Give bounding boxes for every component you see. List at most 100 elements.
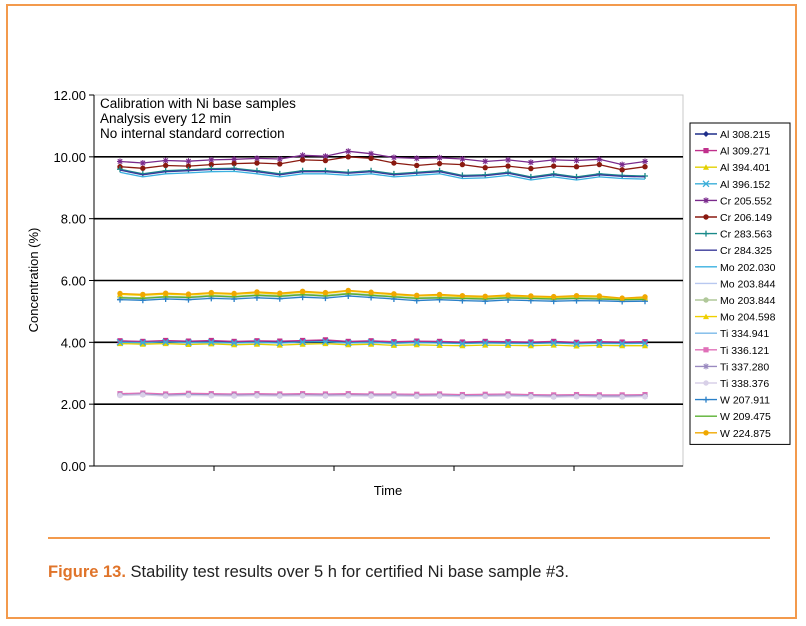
- annotation-line: No internal standard correction: [100, 126, 285, 141]
- grid-layer: [93, 94, 684, 467]
- data-point: [436, 291, 443, 298]
- legend-label: W 224.875: [720, 428, 771, 440]
- data-point: [276, 342, 283, 348]
- data-point: [596, 170, 603, 177]
- data-point: [573, 292, 580, 299]
- data-point: [344, 339, 352, 347]
- data-point: [277, 393, 283, 399]
- data-point: [162, 162, 169, 169]
- data-point: [368, 150, 375, 157]
- data-point: [527, 340, 535, 348]
- data-point: [391, 291, 397, 297]
- data-point: [300, 337, 306, 344]
- legend-item: Cr 206.149: [695, 212, 772, 224]
- data-point: [391, 160, 397, 166]
- legend-label: Mo 203.844: [720, 278, 776, 290]
- legend-marker: [703, 230, 709, 237]
- legend-label: Ti 337.280: [720, 361, 769, 373]
- legend-marker: [703, 313, 709, 320]
- data-point: [117, 296, 123, 303]
- legend-label: Ti 338.376: [720, 378, 769, 390]
- legend-item: Ti 337.280: [695, 361, 769, 373]
- series-cr-284-325: [119, 168, 646, 179]
- data-point: [185, 291, 192, 297]
- data-point: [413, 339, 421, 347]
- data-point: [322, 153, 329, 160]
- data-point: [162, 340, 169, 347]
- data-point: [322, 157, 329, 164]
- series-al-396-152: [116, 338, 649, 348]
- data-point: [185, 158, 192, 165]
- data-point: [596, 339, 602, 345]
- data-point: [550, 342, 557, 348]
- data-point: [436, 342, 443, 348]
- data-point: [117, 158, 123, 165]
- data-point: [619, 339, 625, 345]
- legend-item: Cr 283.563: [695, 229, 772, 241]
- data-point: [368, 167, 375, 174]
- data-point: [367, 338, 375, 346]
- data-point: [321, 338, 329, 346]
- data-point: [139, 341, 146, 347]
- data-point: [551, 338, 557, 345]
- data-point: [231, 341, 238, 348]
- data-point: [618, 340, 626, 348]
- series-line: [119, 156, 646, 171]
- data-point: [231, 338, 237, 345]
- data-point: [550, 170, 557, 177]
- legend-item: Ti 338.376: [695, 378, 769, 390]
- data-point: [299, 157, 306, 163]
- data-point: [641, 339, 649, 347]
- data-point: [185, 163, 192, 169]
- data-point: [254, 289, 260, 295]
- legend-marker: [703, 347, 709, 353]
- data-point: [413, 169, 420, 176]
- data-point: [299, 341, 306, 347]
- data-point: [528, 293, 534, 299]
- y-tick-label: 10.00: [53, 150, 86, 165]
- data-point: [208, 165, 215, 172]
- annotation: Calibration with Ni base samplesAnalysis…: [100, 96, 296, 141]
- data-point: [253, 167, 260, 174]
- series-cr-206-149: [117, 154, 648, 173]
- annotation-line: Calibration with Ni base samples: [100, 96, 296, 111]
- caption-rule: [48, 537, 770, 539]
- data-point: [619, 172, 626, 179]
- legend-marker: [703, 214, 709, 220]
- data-point: [596, 394, 603, 400]
- series-line: [119, 168, 646, 179]
- data-point: [596, 161, 603, 168]
- series-w-209-475: [119, 293, 646, 301]
- data-point: [482, 342, 489, 348]
- data-point: [459, 342, 466, 349]
- y-axis: 0.00 2.00 4.00 6.00 8.00 10.00 12.00: [53, 88, 683, 474]
- data-point: [505, 156, 512, 163]
- data-point: [322, 167, 329, 174]
- data-point: [414, 393, 420, 400]
- legend-item: Cr 284.325: [695, 245, 772, 257]
- data-point: [390, 154, 397, 161]
- series-line: [119, 342, 645, 347]
- data-point: [550, 293, 557, 300]
- legend-marker: [703, 396, 709, 403]
- data-point: [642, 394, 648, 400]
- data-point: [299, 152, 306, 159]
- data-point: [459, 155, 466, 162]
- data-point: [642, 294, 648, 300]
- data-point: [550, 156, 557, 163]
- data-point: [322, 337, 329, 343]
- legend-item: W 209.475: [695, 411, 771, 423]
- data-point: [276, 170, 283, 177]
- data-point: [528, 394, 534, 400]
- legend-marker: [703, 164, 709, 170]
- data-point: [345, 393, 351, 399]
- data-point: [390, 342, 397, 348]
- data-point: [253, 341, 260, 347]
- data-point: [139, 339, 147, 347]
- data-point: [573, 394, 580, 400]
- data-point: [595, 339, 603, 347]
- data-point: [459, 292, 466, 299]
- data-point: [208, 393, 215, 399]
- data-point: [550, 163, 557, 169]
- legend-label: Cr 206.149: [720, 212, 772, 224]
